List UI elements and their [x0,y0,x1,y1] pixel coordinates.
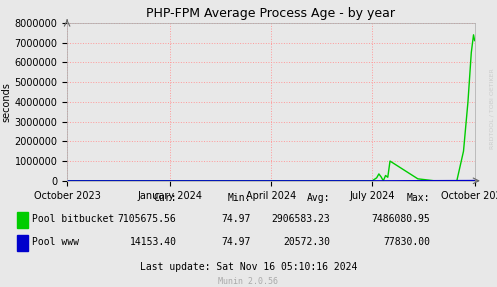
Text: 77830.00: 77830.00 [383,237,430,247]
Text: 7486080.95: 7486080.95 [371,214,430,224]
Y-axis label: seconds: seconds [1,82,11,122]
Text: Last update: Sat Nov 16 05:10:16 2024: Last update: Sat Nov 16 05:10:16 2024 [140,262,357,272]
Text: Max:: Max: [407,193,430,203]
Text: Min:: Min: [228,193,251,203]
Title: PHP-FPM Average Process Age - by year: PHP-FPM Average Process Age - by year [146,7,396,20]
Text: Pool www: Pool www [32,237,80,247]
Text: Cur:: Cur: [153,193,176,203]
Text: 74.97: 74.97 [222,237,251,247]
Text: Pool bitbucket: Pool bitbucket [32,214,114,224]
Text: 2906583.23: 2906583.23 [272,214,331,224]
Text: RRDTOOL / TOBI OETIKER: RRDTOOL / TOBI OETIKER [490,69,495,150]
Text: 14153.40: 14153.40 [129,237,176,247]
Text: 7105675.56: 7105675.56 [118,214,176,224]
Text: Munin 2.0.56: Munin 2.0.56 [219,277,278,286]
Text: Avg:: Avg: [307,193,331,203]
Text: 74.97: 74.97 [222,214,251,224]
Text: 20572.30: 20572.30 [283,237,331,247]
